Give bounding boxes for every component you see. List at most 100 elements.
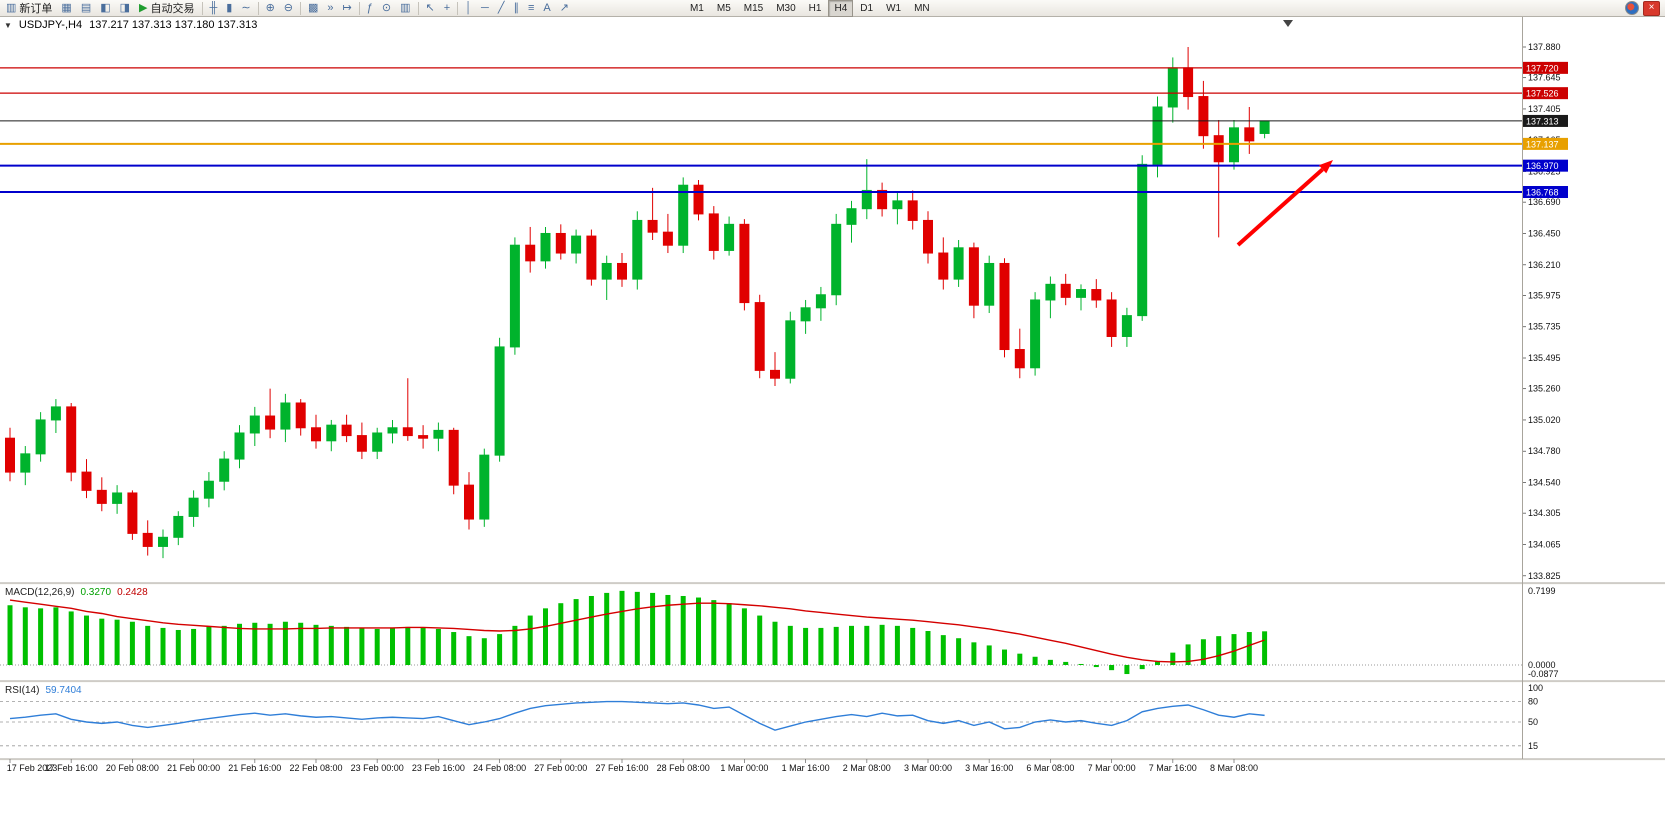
community-icon[interactable] [1625, 1, 1639, 15]
panel-frames [0, 17, 1665, 761]
time-label: 7 Mar 16:00 [1149, 763, 1197, 773]
timeframe-mn-button[interactable]: MN [914, 2, 930, 14]
new-order-button[interactable]: ▥ 新订单 [2, 0, 56, 17]
timeframe-m30-button[interactable]: M30 [776, 2, 796, 14]
zoom-in-button[interactable]: ⊕ [262, 0, 279, 17]
time-label: 6 Mar 08:00 [1026, 763, 1074, 773]
candle [754, 302, 765, 371]
candle [158, 536, 168, 547]
trend-arrow[interactable] [1236, 167, 1324, 247]
time-label: 28 Feb 08:00 [657, 763, 710, 773]
candle [280, 402, 291, 430]
candle [249, 415, 260, 434]
svg-text:137.720: 137.720 [1526, 63, 1559, 73]
zoom-in-icon: ⊕ [265, 1, 275, 14]
candle [1091, 289, 1102, 301]
annotations[interactable] [1236, 160, 1333, 247]
trend-arrow-head [1318, 160, 1333, 174]
line-chart-button[interactable]: ∼ [237, 0, 254, 17]
toolbar-separator [457, 1, 459, 15]
candle [907, 200, 918, 221]
timeframe-group: M1 M5 M15 M30 H1 H4 D1 W1 MN [684, 0, 936, 17]
trendline-button[interactable]: ╱ [494, 0, 509, 17]
auto-trading-button[interactable]: ▶ 自动交易 [135, 0, 198, 17]
time-label: 22 Feb 08:00 [289, 763, 342, 773]
crosshair-button[interactable]: + [440, 0, 454, 17]
candle [923, 219, 933, 254]
candle [1152, 106, 1163, 165]
ohlc-values: 137.217 137.313 137.180 137.313 [89, 19, 258, 31]
indicators-button[interactable]: ƒ [363, 0, 377, 17]
price-tick: 135.975 [1528, 290, 1561, 300]
timeframe-m1-button[interactable]: M1 [689, 2, 704, 14]
candlestick-chart-button[interactable]: ▮ [222, 0, 236, 17]
chart-canvas[interactable]: 137.880137.645137.405137.165136.925136.6… [0, 17, 1665, 833]
price-tick: 134.305 [1528, 508, 1561, 518]
timeframe-d1-button[interactable]: D1 [860, 2, 874, 14]
candle [112, 492, 123, 504]
text-button[interactable]: A [539, 0, 554, 17]
zoom-out-button[interactable]: ⊖ [280, 0, 297, 17]
charts-grid-button[interactable]: ▦ [57, 0, 75, 17]
price-tick: 137.880 [1528, 42, 1561, 52]
templates-icon: ▥ [400, 1, 411, 14]
candle [708, 213, 719, 251]
tile-windows-button[interactable]: ▩ [304, 0, 322, 17]
time-label: 17 Feb 2023 [7, 763, 58, 773]
candle [372, 432, 383, 452]
timeframe-h1-button[interactable]: H1 [808, 2, 822, 14]
candle [234, 432, 245, 460]
time-label: 20 Feb 08:00 [106, 763, 159, 773]
auto-scroll-button[interactable]: » [323, 0, 337, 17]
hlines-layer[interactable] [0, 67, 1522, 194]
vertical-line-icon: │ [465, 1, 473, 14]
candle [418, 435, 429, 439]
candle [647, 219, 658, 233]
periods-button[interactable]: ⊙ [378, 0, 395, 17]
svg-text:0.7199: 0.7199 [1528, 586, 1556, 596]
timeframe-m5-button[interactable]: M5 [716, 2, 731, 14]
time-label: 27 Feb 16:00 [595, 763, 648, 773]
candle [203, 480, 214, 499]
close-button[interactable]: × [1643, 0, 1660, 16]
macd-label: MACD(12,26,9) 0.3270 0.2428 [5, 587, 148, 598]
candlestick-chart-icon: ▮ [226, 1, 233, 14]
bar-chart-button[interactable]: ╫ [206, 0, 222, 17]
candle [494, 346, 505, 456]
macd-signal-value: 0.2428 [117, 587, 148, 598]
candle [142, 532, 153, 547]
candle [601, 262, 612, 280]
macd-signal-line [9, 599, 1265, 663]
svg-text:80: 80 [1528, 697, 1538, 707]
templates-button[interactable]: ▥ [396, 0, 414, 17]
channel-button[interactable]: ∥ [509, 0, 523, 17]
horizontal-line-button[interactable]: ─ [477, 0, 493, 17]
time-label: 8 Mar 08:00 [1210, 763, 1258, 773]
time-label: 23 Feb 16:00 [412, 763, 465, 773]
arrows-tool-button[interactable]: ↗ [556, 0, 573, 17]
timeframe-h4-button[interactable]: H4 [828, 0, 854, 17]
timeframe-w1-button[interactable]: W1 [886, 2, 902, 14]
timeframe-m15-button[interactable]: M15 [743, 2, 764, 14]
time-label: 7 Mar 00:00 [1088, 763, 1136, 773]
charts-grid-icon: ▦ [61, 1, 72, 14]
candle [1106, 299, 1117, 337]
market-watch-button[interactable]: ◧ [96, 0, 114, 17]
toolbar-separator [358, 1, 360, 15]
one-click-trading-icon[interactable]: ▼ [4, 20, 12, 30]
svg-text:137.137: 137.137 [1526, 139, 1559, 149]
cursor-button[interactable]: ↖ [422, 0, 439, 17]
candle [66, 406, 77, 473]
profiles-button[interactable]: ▤ [77, 0, 95, 17]
fibonacci-button[interactable]: ≡ [524, 0, 538, 17]
time-label: 1 Mar 00:00 [720, 763, 768, 773]
tile-windows-icon: ▩ [308, 1, 319, 14]
price-badge [1523, 114, 1568, 127]
chart-shift-button[interactable]: ↦ [339, 0, 356, 17]
navigator-button[interactable]: ◨ [116, 0, 134, 17]
candle [433, 429, 444, 439]
candle [525, 244, 536, 262]
candle [387, 427, 398, 434]
vertical-line-button[interactable]: │ [461, 0, 476, 17]
